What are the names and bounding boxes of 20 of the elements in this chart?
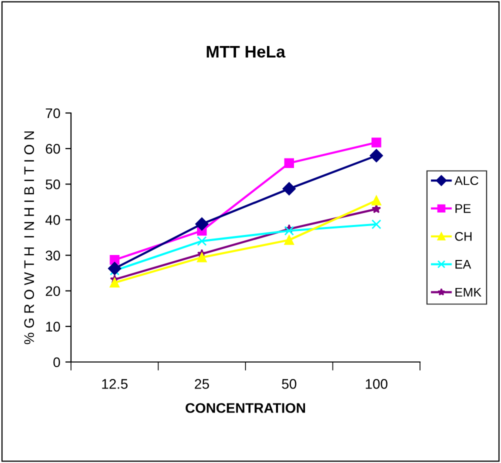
y-tick-label: 70 <box>46 108 60 118</box>
y-tick-label: 50 <box>46 179 60 190</box>
chart-title: MTT HeLa <box>206 46 286 58</box>
y-tick-label: 40 <box>45 215 60 225</box>
y-axis-title: % G R O W T H I N H I B I T I O N <box>24 131 34 344</box>
legend-label: PE <box>456 204 471 213</box>
y-tick-label: 0 <box>53 357 60 368</box>
legend-label: EA <box>456 260 472 269</box>
x-tick-label: 100 <box>366 379 388 389</box>
x-tick-label: 25 <box>194 379 210 389</box>
y-tick-label: 30 <box>46 250 60 260</box>
y-tick-label: 10 <box>46 322 60 332</box>
x-tick-label: 12.5 <box>102 379 128 389</box>
legend-label: CH <box>455 232 472 241</box>
x-axis-title: CONCENTRATION <box>186 403 306 413</box>
legend-label: ALC <box>454 176 478 186</box>
y-tick-label: 60 <box>46 144 60 154</box>
x-tick-label: 50 <box>282 379 296 389</box>
y-tick-label: 20 <box>46 286 60 296</box>
legend-label: EMK <box>456 288 482 297</box>
